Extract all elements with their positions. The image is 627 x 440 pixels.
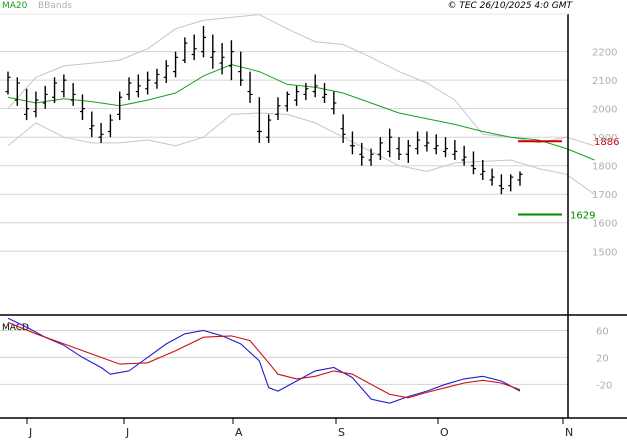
chart-frame — [0, 13, 627, 419]
support-label: 1629 — [570, 210, 595, 221]
ohlc-bar — [5, 71, 11, 95]
ohlc-bar — [98, 122, 104, 143]
x-tick-label: A — [235, 426, 243, 439]
x-tick-label: J — [125, 426, 129, 439]
ohlc-bar — [508, 174, 514, 192]
price-tick-label: 2200 — [592, 48, 617, 59]
ohlc-bar — [294, 85, 300, 106]
ohlc-bar — [52, 77, 58, 103]
ma20-path — [7, 63, 595, 161]
ohlc-bar — [303, 83, 309, 101]
ma20-line — [7, 63, 595, 161]
ohlc-bar — [489, 168, 495, 186]
ohlc-bar — [219, 43, 225, 75]
ohlc-bars — [5, 25, 523, 195]
ohlc-bar — [377, 137, 383, 161]
price-tick-label: 2000 — [592, 105, 617, 116]
bbands-legend-label: BBands — [38, 1, 72, 11]
ohlc-bar — [210, 34, 216, 69]
ohlc-bar — [238, 51, 244, 86]
ohlc-bar — [424, 131, 430, 152]
price-tick-label: 1500 — [592, 247, 617, 258]
ohlc-bar — [452, 140, 458, 161]
ohlc-bar — [163, 60, 169, 84]
x-tick-label: O — [440, 426, 449, 439]
ohlc-bar — [247, 71, 253, 103]
ohlc-bar — [182, 37, 188, 64]
ohlc-bar — [461, 145, 467, 166]
x-tick-label: N — [565, 426, 573, 439]
price-tick-label: 1700 — [592, 190, 617, 201]
ohlc-bar — [387, 128, 393, 158]
ohlc-bar — [359, 142, 365, 166]
price-y-axis: 1500 1600 1700 1800 1900 2000 2100 2200 — [592, 48, 617, 259]
ohlc-bar — [368, 148, 374, 166]
ohlc-bar — [415, 131, 421, 155]
bband-upper — [7, 14, 595, 147]
macd-label: MACD — [2, 323, 29, 333]
ohlc-bar — [126, 77, 132, 101]
price-panel: 1886 1629 1500 1600 1700 1800 1900 2000 2100 220… — [0, 14, 619, 259]
ohlc-bar — [405, 140, 411, 163]
ohlc-bar — [61, 74, 67, 98]
ohlc-bar — [154, 68, 160, 89]
ohlc-bar — [228, 40, 234, 81]
price-tick-label: 1800 — [592, 162, 617, 173]
macd-tick-label: 60 — [596, 326, 609, 337]
macd-panel: MACD -20 20 60 — [0, 317, 612, 404]
ohlc-bar — [24, 88, 30, 121]
resistance-label: 1886 — [594, 137, 619, 148]
macd-grid — [0, 329, 568, 385]
macd-y-axis: -20 20 60 — [596, 326, 612, 391]
signal-line — [7, 321, 521, 399]
macd-lines — [7, 317, 521, 404]
x-tick-label: S — [338, 426, 345, 439]
ohlc-bar — [443, 137, 449, 158]
macd-tick-label: -20 — [596, 380, 612, 391]
ohlc-bar — [256, 97, 262, 143]
price-tick-label: 2100 — [592, 76, 617, 87]
ohlc-bar — [33, 91, 39, 118]
x-tick-label: J — [28, 426, 32, 439]
ohlc-bar — [331, 91, 337, 115]
ohlc-bar — [340, 114, 346, 143]
ohlc-bar — [498, 174, 504, 195]
ohlc-bar — [349, 131, 355, 155]
ohlc-bar — [173, 51, 179, 78]
bollinger-bands — [7, 14, 595, 195]
ohlc-bar — [200, 25, 206, 58]
ohlc-bar — [275, 97, 281, 121]
price-tick-label: 1900 — [592, 133, 617, 144]
bband-lower — [7, 112, 595, 195]
ohlc-bar — [191, 34, 197, 61]
ohlc-bar — [433, 134, 439, 155]
ohlc-bar — [266, 114, 272, 143]
price-grid — [0, 51, 568, 252]
ohlc-bar — [145, 71, 151, 95]
ohlc-bar — [135, 74, 141, 98]
ohlc-bar — [312, 74, 318, 98]
ohlc-bar — [322, 83, 328, 103]
ohlc-bar — [89, 111, 95, 138]
ohlc-bar — [284, 91, 290, 112]
price-tick-label: 1600 — [592, 219, 617, 230]
ohlc-bar — [14, 77, 20, 106]
ohlc-bar — [42, 85, 48, 109]
macd-tick-label: 20 — [596, 353, 609, 364]
copyright-text: © TEC 26/10/2025 4:0 GMT — [447, 1, 573, 11]
ohlc-bar — [70, 83, 76, 106]
ohlc-bar — [480, 160, 486, 180]
price-levels: 1886 1629 — [518, 137, 619, 221]
chart-header: MA20 BBands © TEC 26/10/2025 4:0 GMT — [2, 1, 573, 11]
ohlc-bar — [79, 94, 85, 121]
ohlc-bar — [517, 171, 523, 186]
ohlc-bar — [470, 151, 476, 175]
macd-line — [7, 317, 521, 404]
ohlc-bar — [117, 91, 123, 121]
ohlc-bar — [396, 137, 402, 161]
ohlc-bar — [107, 114, 113, 138]
ma20-legend-label: MA20 — [2, 1, 28, 11]
